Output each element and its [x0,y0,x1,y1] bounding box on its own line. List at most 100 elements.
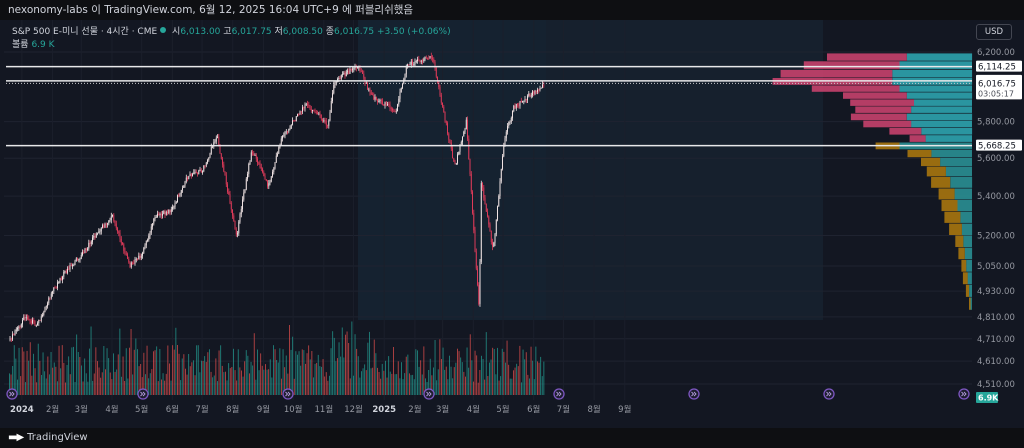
candle-body [175,202,177,203]
candle-body [308,104,310,106]
volume-bar [431,375,433,395]
candle-body [32,320,33,324]
candle-body [24,317,26,319]
time-tick-label: 3월 [75,404,88,415]
candle-body [147,240,148,241]
time-tick-label: 3월 [436,404,449,415]
candle-body [9,338,11,340]
candle-body [467,119,468,139]
legend-volume-label: 볼륨 [12,40,29,50]
candle-body [303,107,305,109]
volume-bar [42,352,44,395]
volume-bar [537,361,538,395]
profile-bar-up [906,92,973,99]
candle-body [49,297,51,299]
profile-bar-up [931,149,972,158]
volume-bar [516,363,518,395]
candle-body [169,209,171,213]
candle-body [139,255,141,258]
time-axis-labels: 2024 2월 3월 4월 5월 6월 7월 8월 9월 10월 11월 12월 2025 2월 3월 4월 5… [10,404,631,415]
level-label-box [976,139,1022,151]
volume-bar [97,361,98,395]
candle-body [397,104,398,112]
time-tick-label: 2월 [408,404,421,415]
volume-bar [378,372,380,395]
candle-body [352,68,353,70]
candle-body [419,60,421,62]
volume-bar [319,366,321,395]
candle-body [353,68,355,70]
volume-bar [349,378,351,395]
volume-bar [322,359,324,395]
candle-body [14,331,16,336]
candle-body [155,217,157,218]
candle-body [314,111,316,113]
candle-body [387,104,388,105]
volume-bar [84,358,86,395]
volume-bar [493,349,495,395]
profile-bar-up [940,157,972,167]
candle-body [515,103,517,109]
time-tick-label: 12월 [344,404,363,415]
candle-body [105,223,107,225]
candle-body [40,316,42,321]
candle-body [55,287,57,289]
price-tick-label: 5,800.00 [977,118,1015,128]
legend-high-label: 고 [223,27,232,37]
candle-body [182,188,183,190]
candle-body [255,155,257,159]
candle-body [493,242,495,247]
candle-body [402,83,403,88]
candle-body [313,110,315,112]
candle-body [258,162,260,164]
volume-bar [377,367,378,395]
candle-body [304,104,306,109]
volume-bar [173,349,175,395]
volume-bar [461,362,463,395]
volume-bar [300,365,302,395]
volume-bar [351,321,353,395]
candle-body [288,129,290,132]
volume-bar [508,364,510,395]
candle-body [58,282,60,284]
candle-body [383,104,385,106]
candle-body [453,158,455,162]
candle-body [172,207,173,210]
candle-body [470,173,472,192]
volume-bar [289,325,290,395]
candle-body [48,297,50,304]
candle-body [488,216,490,225]
price-chart[interactable]: 6,200.00 5,800.00 5,600.00 5,400.00 5,200.00… [0,20,1024,428]
volume-bar [458,351,460,395]
volume-bar [391,373,393,395]
profile-bar-down [949,223,962,235]
candle-body [37,323,38,326]
volume-bar [263,369,265,395]
candle-body [173,206,175,208]
volume-bar [279,348,281,395]
volume-bar [353,375,354,395]
footer-bar: ▬▶ TradingView [0,428,1024,448]
volume-bar [165,373,167,395]
currency-button[interactable]: USD [976,24,1012,40]
volume-bar [207,352,209,395]
volume-bar [538,362,540,395]
volume-bar [268,369,270,395]
profile-bar-down [907,149,932,158]
tradingview-brand[interactable]: ▬▶ TradingView [8,428,88,448]
volume-bar [367,342,369,395]
candle-body [207,160,208,163]
candle-body [489,224,491,232]
volume-bar [73,346,74,395]
candle-body [417,59,418,61]
candle-body [297,114,298,117]
candle-body [97,233,98,235]
candle-body [294,120,296,122]
candle-body [29,319,31,321]
candle-body [413,64,415,65]
volume-bar [301,349,303,395]
candle-body [537,89,538,92]
candle-body [17,327,18,330]
candle-body [192,174,193,176]
candle-body [478,284,480,304]
